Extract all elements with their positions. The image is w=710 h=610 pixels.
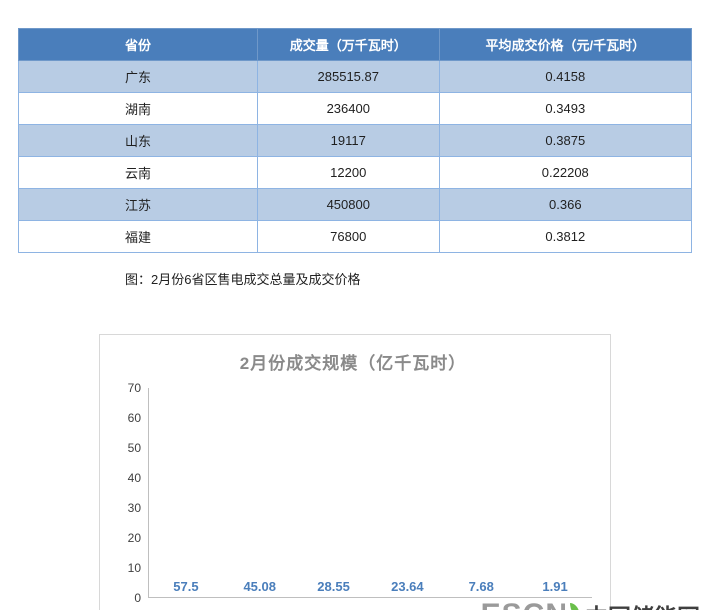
bar-value-label: 1.91 xyxy=(542,579,568,594)
table-row: 福建 76800 0.3812 xyxy=(18,220,693,253)
chart-title: 2月份成交规模（亿千瓦时） xyxy=(239,354,467,373)
y-tick-label: 0 xyxy=(134,591,141,605)
y-tick-label: 10 xyxy=(127,561,141,575)
cell-volume: 450800 xyxy=(256,188,440,221)
y-tick-label: 50 xyxy=(127,441,141,455)
cell-price: 0.366 xyxy=(438,188,693,221)
table-row: 江苏 450800 0.366 xyxy=(18,188,693,221)
y-tick-label: 70 xyxy=(127,381,141,395)
table-row: 湖南 236400 0.3493 xyxy=(18,92,693,125)
bar-value-label: 45.08 xyxy=(243,579,276,594)
cell-price: 0.3875 xyxy=(438,124,693,157)
cell-price: 0.3812 xyxy=(438,220,693,253)
y-tick-label: 40 xyxy=(127,471,141,485)
cell-province: 广东 xyxy=(18,60,258,93)
province-data-table: 省份 成交量（万千瓦时） 平均成交价格（元/千瓦时） 广东 285515.87 … xyxy=(18,28,693,253)
escn-logo-text: ESCN xyxy=(481,598,568,610)
cell-province: 云南 xyxy=(18,156,258,189)
cell-price: 0.3493 xyxy=(438,92,693,125)
cell-volume: 12200 xyxy=(256,156,440,189)
cell-province: 山东 xyxy=(18,124,258,157)
table-row: 云南 12200 0.22208 xyxy=(18,156,693,189)
y-tick-label: 20 xyxy=(127,531,141,545)
bar-group: 45.08 xyxy=(223,579,297,597)
bar-group: 57.5 xyxy=(149,579,223,597)
bar-group: 28.55 xyxy=(297,579,371,597)
bar-group: 7.68 xyxy=(444,579,518,597)
province-data-table-section: 省份 成交量（万千瓦时） 平均成交价格（元/千瓦时） 广东 285515.87 … xyxy=(18,28,693,288)
bars-area: 57.5 45.08 28.55 23.64 7.68 1.91 xyxy=(148,388,592,598)
cell-volume: 236400 xyxy=(256,92,440,125)
y-tick-label: 30 xyxy=(127,501,141,515)
bar-group: 1.91 xyxy=(518,579,592,597)
site-logo: ESCN 中国储能网 xyxy=(481,598,700,610)
cell-volume: 76800 xyxy=(256,220,440,253)
y-tick-label: 60 xyxy=(127,411,141,425)
y-axis: 70 60 50 40 30 20 10 0 xyxy=(114,381,148,605)
cell-price: 0.22208 xyxy=(438,156,693,189)
bar-value-label: 57.5 xyxy=(173,579,199,594)
bar-value-label: 28.55 xyxy=(317,579,350,594)
leaf-icon xyxy=(570,603,580,610)
cell-province: 福建 xyxy=(18,220,258,253)
table-caption: 图：2月份6省区售电成交总量及成交价格 xyxy=(125,272,361,287)
bar-value-label: 23.64 xyxy=(391,579,424,594)
site-name: 中国储能网 xyxy=(585,598,700,610)
bar-chart: 2月份成交规模（亿千瓦时） 70 60 50 40 30 20 10 0 57.… xyxy=(99,334,611,610)
cell-volume: 285515.87 xyxy=(256,60,440,93)
cell-volume: 19117 xyxy=(256,124,440,157)
table-header-row: 省份 成交量（万千瓦时） 平均成交价格（元/千瓦时） xyxy=(18,28,693,61)
cell-province: 湖南 xyxy=(18,92,258,125)
cell-province: 江苏 xyxy=(18,188,258,221)
header-price: 平均成交价格（元/千瓦时） xyxy=(438,28,693,61)
bar-value-label: 7.68 xyxy=(468,579,494,594)
table-row: 山东 19117 0.3875 xyxy=(18,124,693,157)
table-row: 广东 285515.87 0.4158 xyxy=(18,60,693,93)
header-volume: 成交量（万千瓦时） xyxy=(256,28,440,61)
cell-price: 0.4158 xyxy=(438,60,693,93)
header-province: 省份 xyxy=(18,28,258,61)
chart-plot-area: 70 60 50 40 30 20 10 0 57.5 45.08 28.55 xyxy=(114,381,592,605)
bar-group: 23.64 xyxy=(371,579,445,597)
